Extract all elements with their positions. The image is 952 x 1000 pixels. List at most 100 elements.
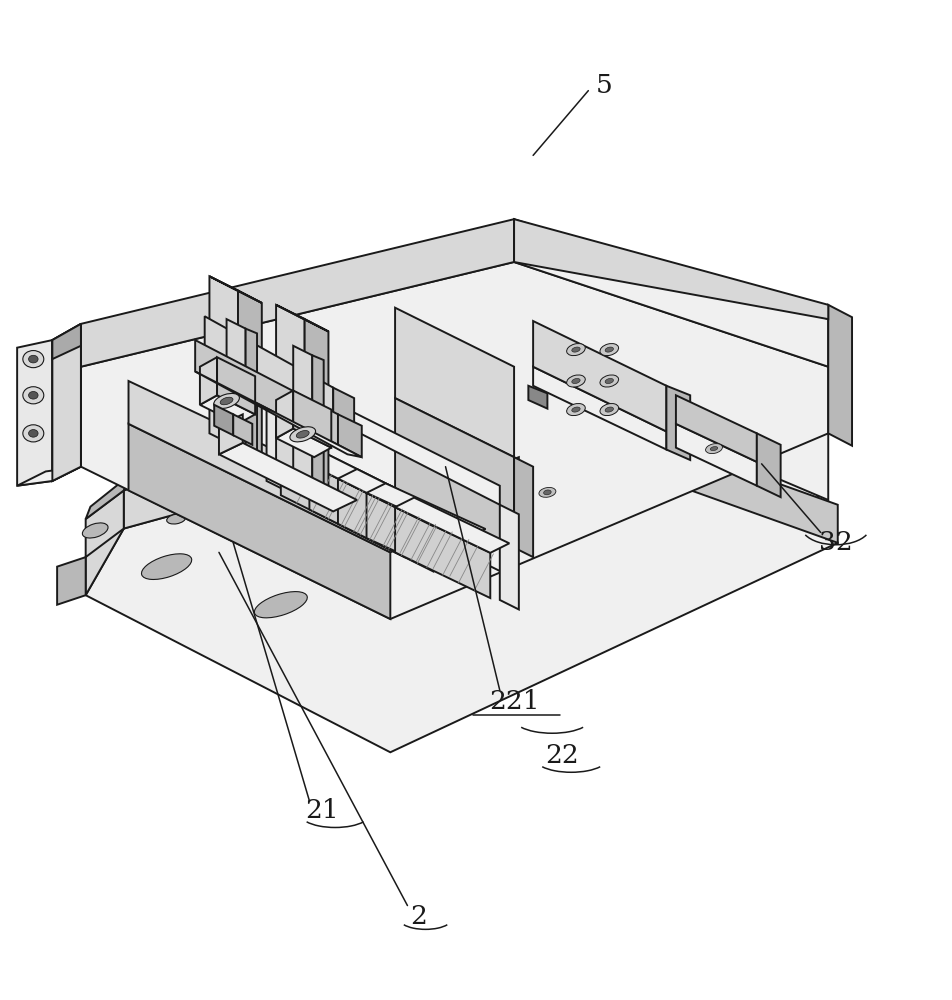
Ellipse shape	[539, 487, 556, 497]
Ellipse shape	[83, 523, 108, 538]
Polygon shape	[293, 391, 331, 448]
Polygon shape	[205, 316, 333, 421]
Polygon shape	[219, 414, 243, 454]
Polygon shape	[267, 369, 500, 505]
Polygon shape	[227, 319, 246, 462]
Polygon shape	[276, 391, 293, 438]
Polygon shape	[281, 450, 376, 543]
Polygon shape	[338, 469, 452, 526]
Ellipse shape	[29, 430, 38, 437]
Polygon shape	[52, 324, 81, 481]
Ellipse shape	[167, 514, 186, 524]
Polygon shape	[200, 357, 217, 405]
Text: 22: 22	[545, 743, 579, 768]
Ellipse shape	[23, 351, 44, 368]
Ellipse shape	[566, 375, 585, 387]
Polygon shape	[338, 479, 433, 571]
Polygon shape	[505, 386, 838, 543]
Polygon shape	[293, 346, 312, 489]
Ellipse shape	[142, 554, 191, 579]
Polygon shape	[81, 262, 828, 619]
Text: 221: 221	[488, 689, 540, 714]
Polygon shape	[276, 429, 331, 457]
Polygon shape	[367, 493, 466, 584]
Polygon shape	[395, 398, 514, 548]
Ellipse shape	[600, 404, 619, 416]
Polygon shape	[81, 219, 514, 367]
Ellipse shape	[29, 391, 38, 399]
Ellipse shape	[29, 355, 38, 363]
Polygon shape	[309, 455, 424, 512]
Polygon shape	[238, 291, 262, 460]
Ellipse shape	[296, 431, 309, 438]
Polygon shape	[57, 557, 86, 605]
Text: 2: 2	[410, 904, 427, 929]
Polygon shape	[267, 386, 286, 490]
Polygon shape	[666, 386, 690, 460]
Ellipse shape	[600, 375, 619, 387]
Polygon shape	[52, 324, 81, 481]
Polygon shape	[395, 498, 509, 553]
Polygon shape	[309, 464, 405, 557]
Ellipse shape	[23, 425, 44, 442]
Polygon shape	[528, 386, 547, 409]
Polygon shape	[86, 424, 838, 752]
Ellipse shape	[544, 490, 551, 495]
Polygon shape	[281, 440, 395, 498]
Polygon shape	[338, 414, 362, 457]
Polygon shape	[312, 355, 324, 493]
Polygon shape	[86, 490, 124, 595]
Polygon shape	[395, 489, 514, 578]
Polygon shape	[276, 305, 305, 476]
Ellipse shape	[705, 444, 723, 454]
Polygon shape	[214, 405, 233, 435]
Polygon shape	[514, 219, 828, 319]
Polygon shape	[209, 276, 238, 448]
Ellipse shape	[572, 407, 580, 412]
Ellipse shape	[600, 344, 619, 356]
Polygon shape	[395, 308, 514, 457]
Text: 5: 5	[596, 73, 613, 98]
Ellipse shape	[572, 378, 580, 384]
Ellipse shape	[254, 592, 307, 618]
Polygon shape	[367, 483, 486, 539]
Polygon shape	[533, 321, 666, 431]
Ellipse shape	[455, 441, 478, 454]
Ellipse shape	[605, 347, 613, 352]
Polygon shape	[514, 262, 828, 433]
Polygon shape	[233, 424, 252, 446]
Polygon shape	[86, 476, 129, 519]
Ellipse shape	[710, 447, 718, 451]
Polygon shape	[757, 433, 781, 497]
Text: 32: 32	[819, 530, 853, 555]
Ellipse shape	[23, 387, 44, 404]
Polygon shape	[195, 340, 338, 445]
Ellipse shape	[605, 378, 613, 384]
Polygon shape	[514, 457, 533, 557]
Polygon shape	[209, 276, 262, 303]
Polygon shape	[17, 340, 52, 486]
Polygon shape	[514, 300, 828, 500]
Polygon shape	[500, 505, 519, 609]
Ellipse shape	[566, 404, 585, 416]
Polygon shape	[233, 414, 252, 445]
Polygon shape	[676, 424, 757, 486]
Ellipse shape	[566, 344, 585, 356]
Polygon shape	[86, 490, 124, 557]
Polygon shape	[124, 386, 505, 529]
Polygon shape	[219, 443, 357, 511]
Polygon shape	[676, 395, 757, 462]
Polygon shape	[129, 424, 390, 619]
Ellipse shape	[220, 397, 233, 405]
Polygon shape	[395, 507, 490, 598]
Ellipse shape	[572, 347, 580, 352]
Polygon shape	[195, 371, 362, 457]
Ellipse shape	[290, 427, 315, 442]
Polygon shape	[129, 381, 519, 552]
Polygon shape	[514, 219, 828, 367]
Text: 21: 21	[305, 798, 339, 823]
Ellipse shape	[605, 407, 613, 412]
Polygon shape	[17, 467, 81, 486]
Polygon shape	[333, 388, 354, 431]
Polygon shape	[52, 324, 81, 359]
